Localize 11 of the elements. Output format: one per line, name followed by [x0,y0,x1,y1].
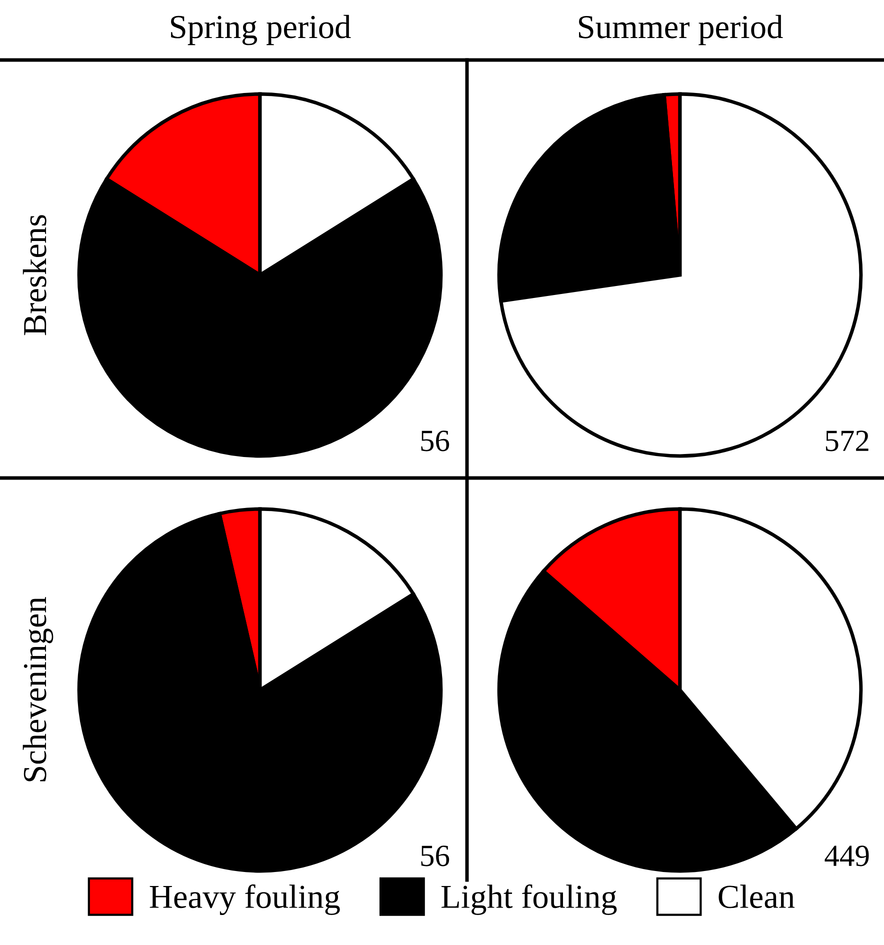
legend-label: Clean [718,884,795,908]
text: 572 [826,430,868,452]
text: Breskens [22,215,46,336]
text: 56 [421,430,450,452]
legend-label: Heavy fouling [150,884,340,915]
text: Scheveningen [22,597,54,782]
text: 56 [421,846,450,866]
legend-label: Light fouling [441,884,617,915]
chart-title: Summer period [579,14,783,46]
chart-title: Spring period [171,14,351,46]
text: 449 [824,846,869,866]
